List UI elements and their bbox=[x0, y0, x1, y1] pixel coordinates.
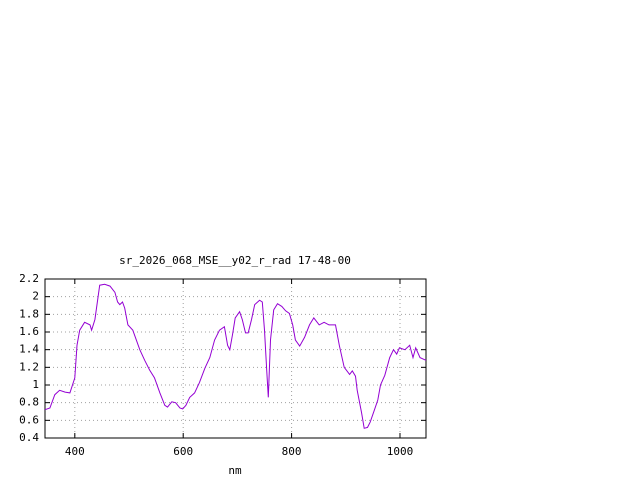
y-tick-label: 1.8 bbox=[19, 307, 39, 320]
x-tick-label: 600 bbox=[173, 445, 193, 458]
y-tick-label: 0.6 bbox=[19, 413, 39, 426]
plot-border bbox=[44, 278, 427, 439]
y-tick-label: 0.8 bbox=[19, 396, 39, 409]
x-tick-label: 800 bbox=[282, 445, 302, 458]
y-tick-label: 1.4 bbox=[19, 343, 39, 356]
x-tick-label: 400 bbox=[65, 445, 85, 458]
y-tick-label: 1 bbox=[32, 378, 39, 391]
y-tick-label: 2 bbox=[32, 290, 39, 303]
y-tick-label: 1.2 bbox=[19, 360, 39, 373]
x-tick-label: 1000 bbox=[387, 445, 414, 458]
chart-title: sr_2026_068_MSE__y02_r_rad 17-48-00 bbox=[119, 254, 351, 267]
y-tick-label: 2.2 bbox=[19, 272, 39, 285]
data-line bbox=[44, 283, 427, 429]
y-tick-label: 0.4 bbox=[19, 431, 39, 444]
x-axis-label: nm bbox=[228, 464, 242, 477]
y-tick-label: 1.6 bbox=[19, 325, 39, 338]
